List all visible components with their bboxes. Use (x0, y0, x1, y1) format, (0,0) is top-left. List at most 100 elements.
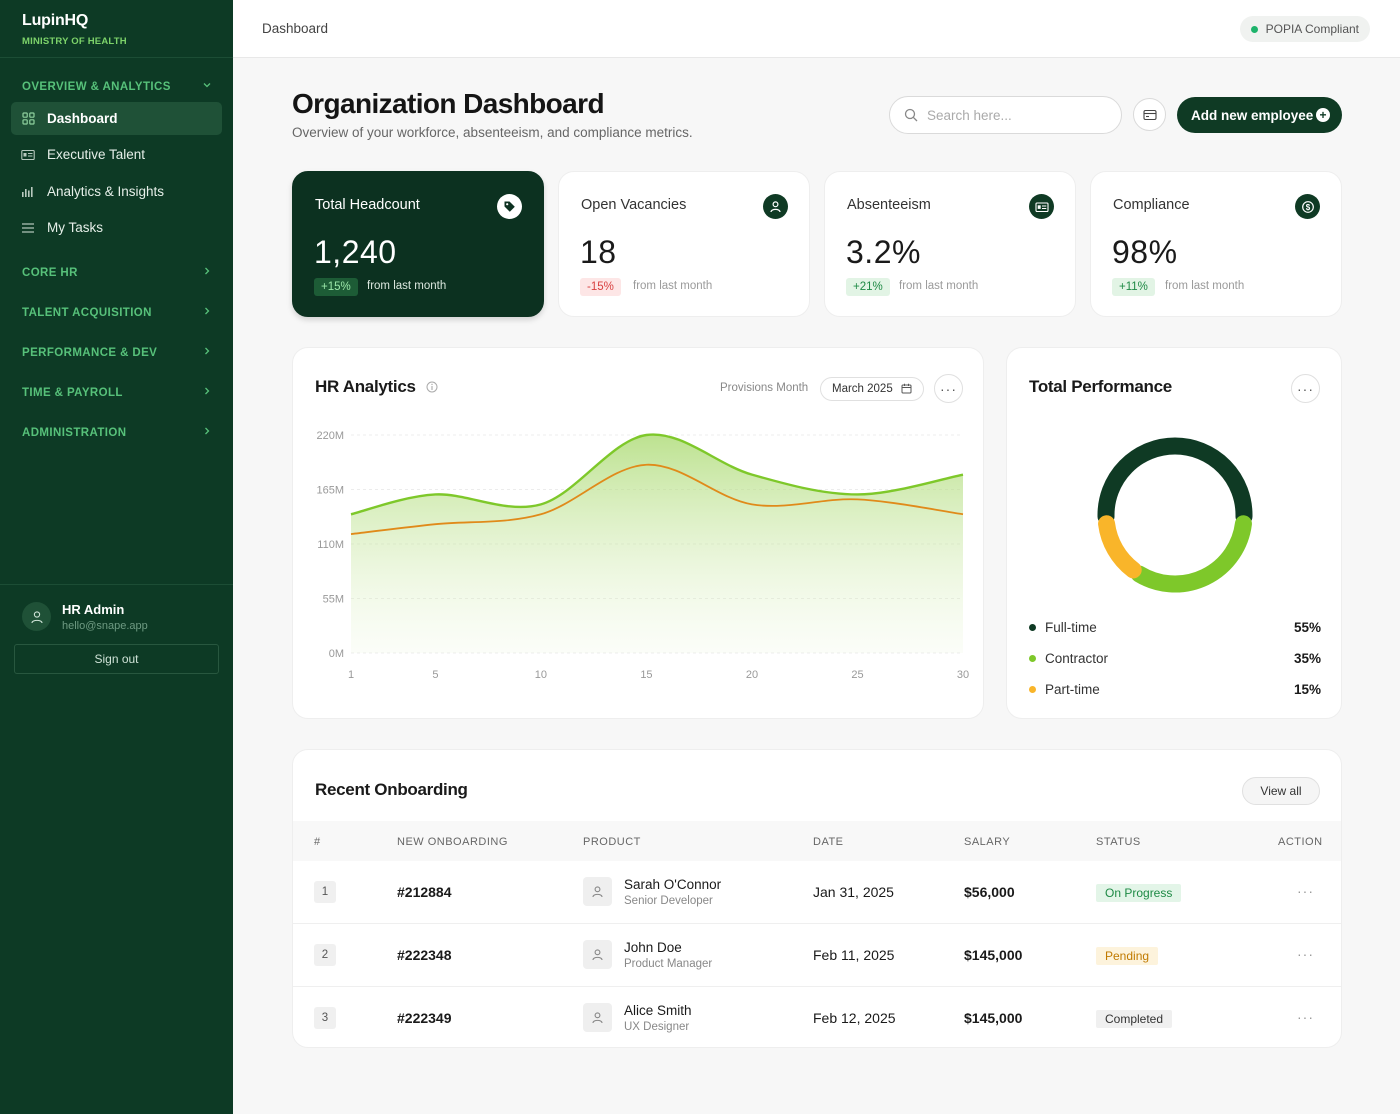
avatar[interactable] (22, 602, 51, 631)
legend-label: Part-time (1045, 682, 1100, 697)
user-name: HR Admin (62, 602, 125, 617)
avatar (583, 1003, 612, 1032)
row-actions-icon[interactable]: ··· (1297, 946, 1314, 962)
card-title: HR Analytics (315, 377, 438, 397)
stat-value: 98% (1112, 234, 1178, 270)
section-core-hr[interactable]: CORE HR (22, 266, 212, 279)
donut-segment[interactable] (1130, 515, 1252, 593)
column-header: DATE (813, 836, 844, 848)
chevron-right-icon (202, 426, 212, 439)
bar-chart-icon (21, 185, 35, 199)
legend-item-part-time: Part-time 15% (1029, 680, 1321, 700)
section-time-payroll[interactable]: TIME & PAYROLL (22, 386, 212, 399)
onboarding-id: #212884 (397, 884, 452, 900)
month-picker[interactable]: March 2025 (820, 377, 924, 401)
stat-card-headcount[interactable]: Total Headcount 1,240 +15% from last mon… (292, 171, 544, 317)
employee-name: John Doe (624, 940, 682, 955)
x-tick-label: 25 (851, 669, 863, 681)
add-employee-label: Add new employee (1191, 107, 1314, 123)
add-employee-button[interactable]: Add new employee + (1177, 97, 1342, 133)
wallet-button[interactable] (1133, 98, 1166, 131)
user-icon (30, 610, 43, 623)
status-badge: On Progress (1096, 884, 1182, 902)
section-overview-analytics[interactable]: OVERVIEW & ANALYTICS (22, 80, 212, 93)
search-box[interactable] (889, 96, 1122, 134)
sidebar-item-analytics-insights[interactable]: Analytics & Insights (11, 175, 222, 208)
x-tick-label: 15 (640, 669, 652, 681)
brand-subtitle: MINISTRY OF HEALTH (22, 36, 127, 47)
recent-onboarding-card: Recent Onboarding View all # NEW ONBOARD… (292, 749, 1342, 1048)
stat-change-badge: -15% (580, 278, 621, 296)
sidebar-item-dashboard[interactable]: Dashboard (11, 102, 222, 135)
y-tick-label: 220M (316, 430, 344, 442)
info-icon[interactable] (426, 381, 438, 393)
tag-icon (497, 194, 522, 219)
calendar-icon (901, 383, 912, 394)
legend-dot-icon (1029, 655, 1036, 662)
column-header: NEW ONBOARDING (397, 836, 508, 848)
table-row[interactable]: 3 #222349 Alice Smith UX Designer Feb 12… (293, 987, 1341, 1047)
series-line[interactable] (350, 463, 964, 535)
breadcrumb[interactable]: Dashboard (262, 21, 329, 36)
x-tick-label: 10 (535, 669, 547, 681)
stat-title: Absenteeism (847, 197, 931, 213)
stat-card-absenteeism[interactable]: Absenteeism 3.2% +21% from last month (824, 171, 1076, 317)
onboarding-id: #222348 (397, 947, 452, 963)
series-line[interactable] (350, 433, 964, 516)
view-all-button[interactable]: View all (1242, 777, 1320, 805)
donut-segment[interactable] (1097, 437, 1253, 526)
more-options-button[interactable]: ··· (934, 374, 963, 403)
section-label: OVERVIEW & ANALYTICS (22, 80, 171, 93)
topbar: Dashboard POPIA Compliant (233, 0, 1400, 58)
user-email: hello@snape.app (62, 620, 148, 632)
section-administration[interactable]: ADMINISTRATION (22, 426, 212, 439)
legend-value: 35% (1293, 651, 1321, 666)
table-row[interactable]: 1 #212884 Sarah O'Connor Senior Develope… (293, 861, 1341, 924)
salary: $145,000 (964, 947, 1023, 963)
id-card-icon (1029, 194, 1054, 219)
salary: $145,000 (964, 1010, 1023, 1026)
table-row[interactable]: 2 #222348 John Doe Product Manager Feb 1… (293, 924, 1341, 987)
column-header: ACTION (1278, 836, 1323, 848)
employee-name: Alice Smith (624, 1003, 692, 1018)
y-tick-label: 110M (317, 539, 344, 551)
chevron-right-icon (202, 266, 212, 279)
status-dot-icon (1250, 26, 1258, 33)
user-icon (592, 1012, 603, 1024)
compliance-badge-label: POPIA Compliant (1265, 22, 1359, 36)
stat-value: 3.2% (846, 234, 921, 270)
stat-note: from last month (899, 280, 979, 292)
page-title: Organization Dashboard (292, 88, 605, 119)
list-icon (21, 221, 35, 235)
sidebar-item-label: My Tasks (47, 220, 104, 235)
section-label: TIME & PAYROLL (22, 386, 123, 399)
legend-value: 15% (1293, 682, 1321, 697)
search-input[interactable] (927, 107, 1107, 123)
x-tick-label: 1 (348, 669, 354, 681)
section-performance-dev[interactable]: PERFORMANCE & DEV (22, 346, 212, 359)
card-title: Recent Onboarding (315, 780, 468, 799)
sidebar-item-my-tasks[interactable]: My Tasks (11, 211, 222, 244)
section-talent-acquisition[interactable]: TALENT ACQUISITION (22, 306, 212, 319)
donut-segment[interactable] (1098, 515, 1142, 579)
sidebar-item-executive-talent[interactable]: Executive Talent (11, 138, 222, 171)
sidebar-item-label: Executive Talent (47, 147, 146, 162)
column-header: SALARY (964, 836, 1011, 848)
stat-value: 1,240 (314, 234, 397, 270)
avatar (583, 940, 612, 969)
stat-card-compliance[interactable]: Compliance $ 98% +11% from last month (1090, 171, 1342, 317)
status-badge: Pending (1096, 947, 1159, 965)
legend-label: Contractor (1045, 651, 1109, 666)
row-actions-icon[interactable]: ··· (1297, 883, 1314, 899)
row-actions-icon[interactable]: ··· (1297, 1009, 1314, 1025)
sign-out-button[interactable]: Sign out (14, 644, 219, 674)
stat-card-vacancies[interactable]: Open Vacancies 18 -15% from last month (558, 171, 810, 317)
date: Feb 11, 2025 (813, 947, 895, 963)
legend-dot-icon (1029, 686, 1036, 693)
sidebar: LupinHQ MINISTRY OF HEALTH OVERVIEW & AN… (0, 0, 233, 1114)
stat-change-badge: +15% (314, 278, 358, 296)
date: Jan 31, 2025 (813, 884, 894, 900)
status-badge: Completed (1096, 1010, 1173, 1028)
more-options-button[interactable]: ··· (1291, 374, 1320, 403)
